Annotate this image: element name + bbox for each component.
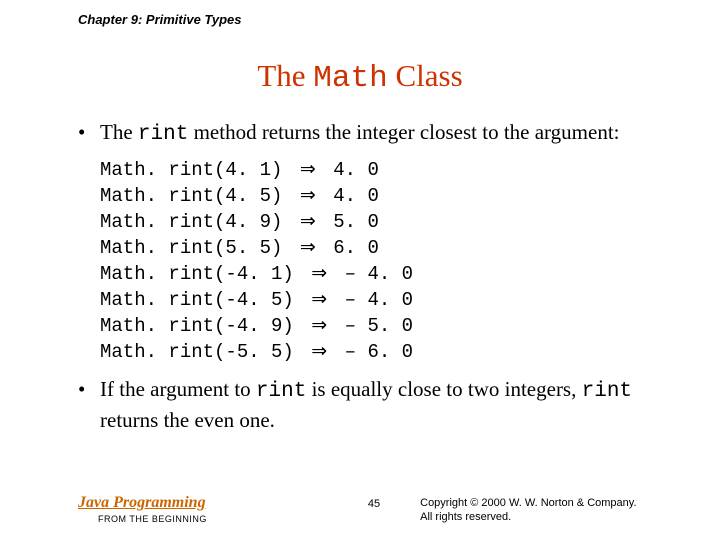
code-call: Math. rint(4. 9) xyxy=(100,211,282,233)
bullet-2: • If the argument to rint is equally clo… xyxy=(78,375,670,434)
copyright-line2: All rights reserved. xyxy=(420,510,670,524)
bullet2-mono2: rint xyxy=(582,380,632,403)
code-call: Math. rint(-4. 9) xyxy=(100,315,294,337)
code-result: 5. 0 xyxy=(322,211,379,233)
arrow-icon: ⇒ xyxy=(305,339,333,365)
bullet-1: • The rint method returns the integer cl… xyxy=(78,118,670,149)
code-call: Math. rint(4. 1) xyxy=(100,159,282,181)
arrow-icon: ⇒ xyxy=(294,235,322,261)
arrow-icon: ⇒ xyxy=(305,313,333,339)
bullet2-mono1: rint xyxy=(256,380,306,403)
code-call: Math. rint(5. 5) xyxy=(100,237,282,259)
footer-right: Copyright © 2000 W. W. Norton & Company.… xyxy=(420,496,670,524)
page-title: The Math Class xyxy=(0,58,720,96)
arrow-icon: ⇒ xyxy=(305,287,333,313)
book-title: Java Programming xyxy=(78,494,328,512)
code-line: Math. rint(-4. 1) ⇒ – 4. 0 xyxy=(100,261,670,287)
code-result: 4. 0 xyxy=(322,185,379,207)
arrow-icon: ⇒ xyxy=(294,157,322,183)
code-line: Math. rint(-4. 9) ⇒ – 5. 0 xyxy=(100,313,670,339)
code-call: Math. rint(4. 5) xyxy=(100,185,282,207)
arrow-icon: ⇒ xyxy=(305,261,333,287)
bullet-marker: • xyxy=(78,118,100,149)
code-result: 6. 0 xyxy=(322,237,379,259)
code-result: 4. 0 xyxy=(322,159,379,181)
bullet-marker: • xyxy=(78,375,100,434)
footer: Java Programming FROM THE BEGINNING 45 C… xyxy=(78,494,670,524)
code-line: Math. rint(4. 9) ⇒ 5. 0 xyxy=(100,209,670,235)
bullet1-post: method returns the integer closest to th… xyxy=(188,120,619,144)
bullet-2-text: If the argument to rint is equally close… xyxy=(100,375,670,434)
code-line: Math. rint(-4. 5) ⇒ – 4. 0 xyxy=(100,287,670,313)
bullet-1-text: The rint method returns the integer clos… xyxy=(100,118,620,149)
bullet1-mono: rint xyxy=(138,123,188,146)
code-call: Math. rint(-5. 5) xyxy=(100,341,294,363)
code-result: – 4. 0 xyxy=(333,289,413,311)
code-result: – 5. 0 xyxy=(333,315,413,337)
title-mono: Math xyxy=(313,61,387,96)
code-result: – 4. 0 xyxy=(333,263,413,285)
bullet2-pre: If the argument to xyxy=(100,377,256,401)
code-line: Math. rint(5. 5) ⇒ 6. 0 xyxy=(100,235,670,261)
footer-left: Java Programming FROM THE BEGINNING xyxy=(78,494,328,524)
code-line: Math. rint(-5. 5) ⇒ – 6. 0 xyxy=(100,339,670,365)
code-result: – 6. 0 xyxy=(333,341,413,363)
book-subtitle: FROM THE BEGINNING xyxy=(98,514,328,524)
code-call: Math. rint(-4. 5) xyxy=(100,289,294,311)
chapter-header: Chapter 9: Primitive Types xyxy=(78,12,242,27)
bullet1-pre: The xyxy=(100,120,138,144)
bullet2-mid: is equally close to two integers, xyxy=(306,377,581,401)
code-block: Math. rint(4. 1) ⇒ 4. 0 Math. rint(4. 5)… xyxy=(100,157,670,365)
bullet2-post: returns the even one. xyxy=(100,408,275,432)
page-number: 45 xyxy=(328,498,420,510)
arrow-icon: ⇒ xyxy=(294,183,322,209)
code-line: Math. rint(4. 1) ⇒ 4. 0 xyxy=(100,157,670,183)
code-line: Math. rint(4. 5) ⇒ 4. 0 xyxy=(100,183,670,209)
title-post: Class xyxy=(388,58,463,93)
title-pre: The xyxy=(257,58,313,93)
code-call: Math. rint(-4. 1) xyxy=(100,263,294,285)
arrow-icon: ⇒ xyxy=(294,209,322,235)
copyright-line1: Copyright © 2000 W. W. Norton & Company. xyxy=(420,496,670,510)
content-area: • The rint method returns the integer cl… xyxy=(78,118,670,440)
